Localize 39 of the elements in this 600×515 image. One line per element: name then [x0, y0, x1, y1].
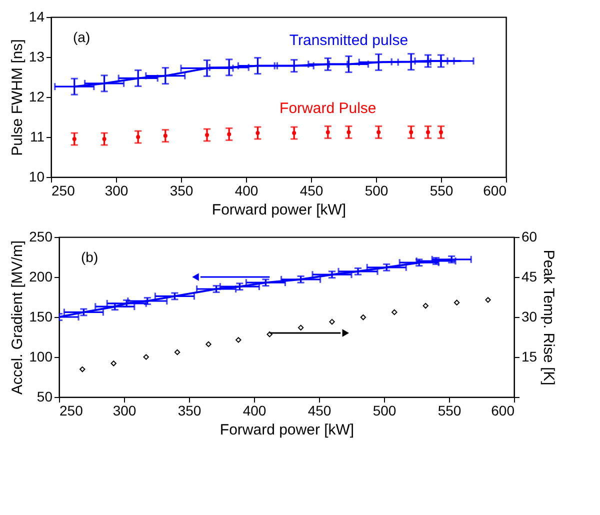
x-tick-label: 550 [438, 402, 462, 418]
x-tick-label: 500 [364, 182, 388, 198]
y2-tick-label: 30 [522, 308, 538, 324]
y-axis-title: Pulse FWHM [ns] [8, 39, 26, 156]
x-tick-label: 400 [234, 182, 258, 198]
y-tick-label: 100 [29, 348, 53, 364]
series-label: Forward Pulse [280, 100, 376, 118]
y2-tick-label: 15 [522, 348, 538, 364]
x-tick-label: 450 [300, 182, 324, 198]
x-axis-title: Forward power [kW] [220, 422, 354, 438]
x-tick-label: 600 [491, 402, 515, 418]
y2-tick-label: 60 [522, 228, 538, 244]
x-tick-label: 300 [112, 402, 136, 418]
y2-tick-label: 45 [522, 268, 538, 284]
y-tick-label: 12 [28, 88, 45, 104]
x-tick-label: 600 [483, 182, 507, 198]
x-tick-label: 450 [308, 402, 332, 418]
x-tick-label: 500 [372, 402, 396, 418]
y2-axis-title: Peak Temp. Rise [K] [540, 250, 558, 386]
annotation: (a) [73, 29, 90, 45]
y-axis-title: Accel. Gradient [MV/m] [9, 240, 26, 395]
y-tick-label: 150 [29, 308, 53, 324]
x-tick-label: 250 [60, 402, 84, 418]
x-tick-label: 300 [104, 182, 128, 198]
x-axis-title: Forward power [kW] [212, 202, 346, 218]
series-label: Transmitted pulse [289, 32, 408, 50]
x-tick-label: 350 [178, 402, 202, 418]
y-tick-label: 11 [30, 128, 45, 144]
x-tick-label: 250 [52, 182, 76, 198]
y-tick-label: 10 [28, 168, 45, 184]
y-tick-label: 14 [28, 8, 45, 24]
y-tick-label: 50 [36, 388, 53, 404]
y-tick-label: 250 [29, 228, 53, 244]
annotation: (b) [81, 249, 98, 265]
x-tick-label: 400 [242, 402, 266, 418]
x-tick-label: 350 [170, 182, 194, 198]
y-tick-label: 200 [29, 268, 53, 284]
x-tick-label: 550 [430, 182, 454, 198]
y-tick-label: 13 [28, 48, 45, 64]
